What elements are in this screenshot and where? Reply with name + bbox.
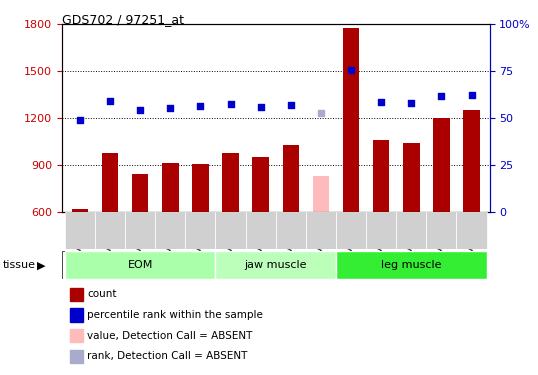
Text: rank, Detection Call = ABSENT: rank, Detection Call = ABSENT (87, 351, 247, 361)
Bar (216, 212, 246, 249)
Text: count: count (87, 290, 117, 299)
Bar (313, 176, 329, 212)
Bar (65, 212, 95, 249)
Bar (343, 27, 359, 212)
Point (316, 110, 325, 116)
Bar (252, 157, 269, 212)
Bar (186, 212, 216, 249)
Point (196, 104, 205, 110)
Bar (403, 143, 420, 212)
Bar (155, 212, 186, 249)
Bar (216, 251, 336, 279)
Bar (222, 153, 239, 212)
Bar (306, 212, 336, 249)
Point (166, 105, 175, 111)
Point (136, 107, 145, 113)
Point (377, 99, 385, 105)
Bar (246, 212, 276, 249)
Text: percentile rank within the sample: percentile rank within the sample (87, 310, 263, 320)
Bar (336, 212, 366, 249)
Bar (162, 164, 179, 212)
Bar (433, 118, 450, 212)
Point (286, 102, 295, 108)
Bar (132, 174, 148, 212)
Point (407, 99, 415, 105)
Bar (463, 110, 480, 212)
Bar (426, 212, 456, 249)
Bar (336, 251, 486, 279)
Text: ▶: ▶ (37, 261, 45, 270)
Bar (396, 212, 426, 249)
Text: value, Detection Call = ABSENT: value, Detection Call = ABSENT (87, 331, 252, 340)
Text: leg muscle: leg muscle (381, 260, 442, 270)
Point (346, 67, 355, 73)
Bar (192, 164, 209, 212)
Bar (456, 212, 486, 249)
Text: GDS702 / 97251_at: GDS702 / 97251_at (62, 13, 184, 26)
Bar (95, 212, 125, 249)
Point (467, 92, 476, 98)
Bar (125, 212, 155, 249)
Bar (373, 140, 390, 212)
Point (106, 98, 115, 104)
Bar (366, 212, 396, 249)
Text: EOM: EOM (128, 260, 153, 270)
Bar (65, 251, 216, 279)
Bar (72, 209, 88, 212)
Bar (282, 145, 299, 212)
Text: tissue: tissue (3, 261, 36, 270)
Bar (102, 153, 118, 212)
Point (437, 93, 445, 99)
Bar (276, 212, 306, 249)
Text: jaw muscle: jaw muscle (244, 260, 307, 270)
Point (257, 104, 265, 110)
Point (76, 117, 84, 123)
Point (226, 101, 235, 107)
